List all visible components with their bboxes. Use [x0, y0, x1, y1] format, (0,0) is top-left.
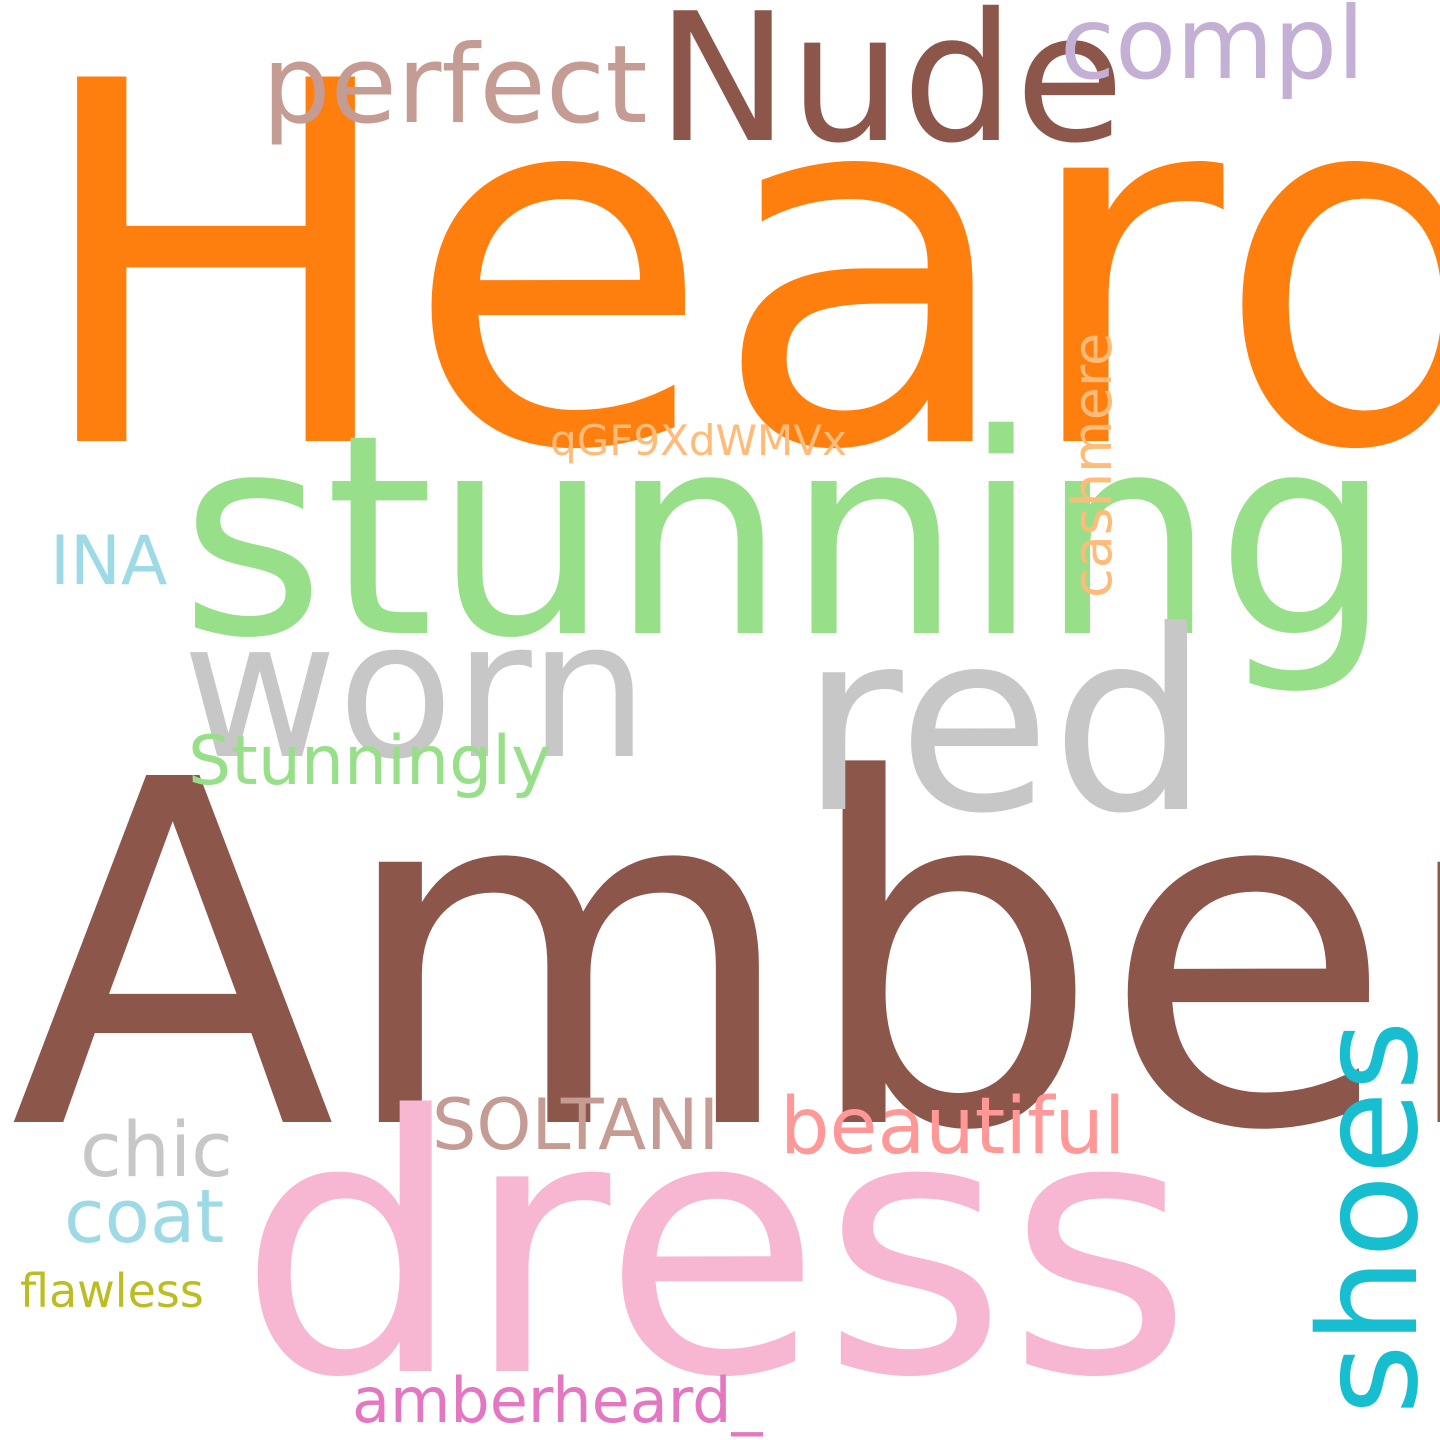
word-amberheard: amberheard_: [352, 1364, 763, 1437]
word-stunningly: Stunningly: [188, 722, 552, 801]
word-ina: INA: [50, 522, 168, 601]
word-compl: compl: [1060, 0, 1365, 102]
word-heard: Heard: [28, 0, 1440, 559]
word-amber: Amber: [10, 681, 1440, 1235]
word-beautiful: beautiful: [780, 1082, 1126, 1172]
word-qgf9xdwmvx: qGF9XdWMVx: [550, 416, 847, 465]
word-shoes: shoes: [1291, 1020, 1440, 1415]
word-coat: coat: [64, 1174, 225, 1260]
word-dress: dress: [238, 1041, 1193, 1440]
word-flawless: flawless: [20, 1264, 204, 1318]
word-cashmere: cashmere: [1061, 332, 1124, 598]
word-perfect: perfect: [262, 23, 648, 148]
word-worn: worn: [182, 580, 649, 801]
word-soltani: SOLTANI: [432, 1084, 720, 1166]
word-chic: chic: [80, 1105, 233, 1194]
word-nude: Nude: [656, 0, 1125, 182]
word-stunning: stunning: [180, 375, 1393, 699]
word-red: red: [800, 577, 1210, 868]
